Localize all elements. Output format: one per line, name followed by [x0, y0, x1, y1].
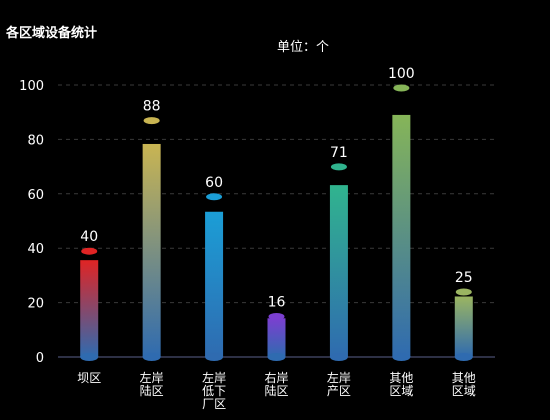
y-tick-label: 0 [36, 351, 44, 366]
bar-base [142, 353, 161, 361]
x-tick-label: 左岸陆区 [140, 370, 164, 398]
data-label: 100 [388, 66, 415, 82]
data-label: 88 [143, 99, 161, 115]
bar-cap [81, 247, 98, 255]
bar [205, 211, 224, 357]
y-tick-label: 60 [27, 188, 44, 203]
x-tick-label: 左岸低下厂区 [202, 370, 226, 411]
x-tick-label: 其他区域 [452, 371, 476, 398]
bar-cap [268, 312, 285, 320]
y-tick-label: 40 [27, 242, 44, 257]
bar-base [267, 353, 286, 361]
bar-base [454, 353, 473, 361]
bar-base [392, 353, 411, 361]
data-label: 71 [330, 145, 348, 161]
bar-cap [455, 288, 472, 296]
data-label: 40 [80, 229, 98, 245]
bar [392, 114, 411, 357]
data-label: 16 [268, 294, 286, 310]
bar-cap [143, 117, 160, 125]
unit-label: 单位：个 [277, 40, 330, 55]
bar-base [80, 353, 99, 361]
bar [329, 185, 348, 357]
chart-title: 各区域设备统计 [6, 26, 98, 41]
bar [142, 143, 161, 357]
bar-base [205, 353, 224, 361]
x-tick-label: 坝区 [77, 371, 101, 385]
x-tick-label: 其他区域 [389, 371, 413, 398]
y-tick-label: 80 [27, 133, 44, 148]
data-label: 25 [455, 270, 473, 286]
y-tick-label: 100 [19, 79, 44, 94]
bar-base [329, 353, 348, 361]
x-tick-label: 右岸陆区 [264, 370, 288, 398]
bar-cap [393, 84, 410, 92]
y-tick-label: 20 [27, 297, 44, 312]
bar [80, 260, 99, 357]
bar [267, 318, 286, 357]
bar-cap [206, 193, 223, 201]
x-tick-label: 左岸产区 [327, 370, 351, 398]
bar-cap [330, 163, 347, 171]
bar [454, 296, 473, 357]
data-label: 60 [205, 175, 223, 191]
